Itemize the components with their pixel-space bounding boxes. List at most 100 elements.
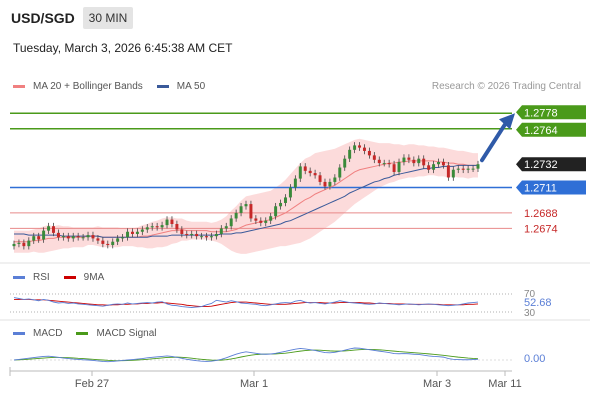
level-tag-1.2764 xyxy=(516,122,586,137)
candle xyxy=(190,230,194,239)
candle xyxy=(328,178,332,190)
candle xyxy=(427,162,431,174)
candle xyxy=(377,156,381,167)
candle-body xyxy=(12,243,16,247)
candle-body xyxy=(150,226,154,228)
candle xyxy=(274,202,278,220)
candle-body xyxy=(170,219,174,224)
candle xyxy=(441,158,445,169)
macd-signal-line xyxy=(13,348,479,362)
candle xyxy=(382,159,386,167)
candle xyxy=(42,227,46,243)
level-tag-1.2778 xyxy=(516,105,586,120)
legend-rsi-ma9-label: 9MA xyxy=(83,272,105,283)
candle-body xyxy=(466,168,470,170)
candle-body xyxy=(130,231,134,234)
candle xyxy=(121,233,125,242)
candle xyxy=(362,144,366,155)
rsi-tick-30: 30 xyxy=(524,308,536,319)
candle xyxy=(32,232,36,244)
candle xyxy=(293,175,297,191)
candle xyxy=(160,221,164,231)
candle xyxy=(372,152,376,164)
macd-line xyxy=(13,347,479,363)
candle xyxy=(61,232,65,241)
candle xyxy=(71,232,75,242)
legend-rsi-ma9: 9MA xyxy=(63,272,105,283)
rsi-tick-70: 70 xyxy=(524,289,536,300)
candle-body xyxy=(106,243,110,246)
rsi-current-label: 52.68 xyxy=(524,297,552,309)
candle-body xyxy=(461,168,465,170)
candle xyxy=(27,237,31,250)
level-label-1.2674: 1.2674 xyxy=(524,223,558,235)
candle-body xyxy=(32,236,36,241)
candle-body xyxy=(274,206,278,217)
candle-body xyxy=(101,240,105,244)
candle xyxy=(476,160,480,172)
candle-body xyxy=(200,236,204,238)
candle-body xyxy=(358,145,362,148)
candle xyxy=(308,167,312,177)
candle xyxy=(91,231,95,242)
candle-body xyxy=(362,147,366,151)
candle-body xyxy=(451,169,455,178)
candle-body xyxy=(185,233,189,236)
candle xyxy=(387,159,391,168)
candle xyxy=(56,229,60,241)
candle-body xyxy=(471,168,475,170)
candle-body xyxy=(126,231,130,238)
candle-body xyxy=(111,241,115,246)
candle-body xyxy=(402,157,406,162)
candle-body xyxy=(377,159,381,164)
candle-body xyxy=(47,226,51,231)
candle-body xyxy=(37,236,41,240)
legend-ma20-swatch xyxy=(13,85,25,88)
candle-body xyxy=(432,164,436,170)
candle xyxy=(96,235,100,244)
candle-body xyxy=(160,225,164,228)
candle-body xyxy=(219,228,223,234)
candle xyxy=(219,225,223,238)
candle xyxy=(461,165,465,174)
candle xyxy=(205,232,208,241)
candle-body xyxy=(456,168,460,170)
candle xyxy=(466,165,470,174)
candle-body xyxy=(61,236,65,238)
candle xyxy=(140,226,144,236)
candle-body xyxy=(27,240,31,247)
rsi-ma9-line xyxy=(14,298,479,308)
candle-body xyxy=(76,236,80,238)
candle xyxy=(397,158,401,176)
candle-body xyxy=(239,206,243,213)
candle xyxy=(12,240,16,250)
candle xyxy=(259,217,263,227)
candle-body xyxy=(66,236,70,239)
legend-macd-signal-swatch xyxy=(76,332,89,335)
legend-rsi-ma9-swatch xyxy=(63,276,76,279)
candle xyxy=(185,230,189,239)
candle-body xyxy=(42,230,46,240)
candle xyxy=(239,202,243,217)
candle-body xyxy=(313,173,317,176)
candle-body xyxy=(284,197,287,203)
candle-body xyxy=(214,233,218,237)
candle-body xyxy=(71,236,75,239)
candle-body xyxy=(190,233,194,236)
timeframe-badge[interactable]: 30 MIN xyxy=(83,7,133,29)
candle xyxy=(81,233,85,241)
candle xyxy=(353,142,357,154)
bollinger-band xyxy=(14,138,478,254)
candle-body xyxy=(209,236,213,238)
candle xyxy=(244,200,248,210)
candle xyxy=(224,222,228,232)
candle-body xyxy=(387,163,391,165)
candle-body xyxy=(397,162,401,172)
candle-body xyxy=(135,231,139,234)
candle-body xyxy=(382,163,386,165)
candle-body xyxy=(205,236,208,238)
candle xyxy=(180,226,184,238)
candle xyxy=(303,163,307,175)
candle-body xyxy=(293,178,297,188)
